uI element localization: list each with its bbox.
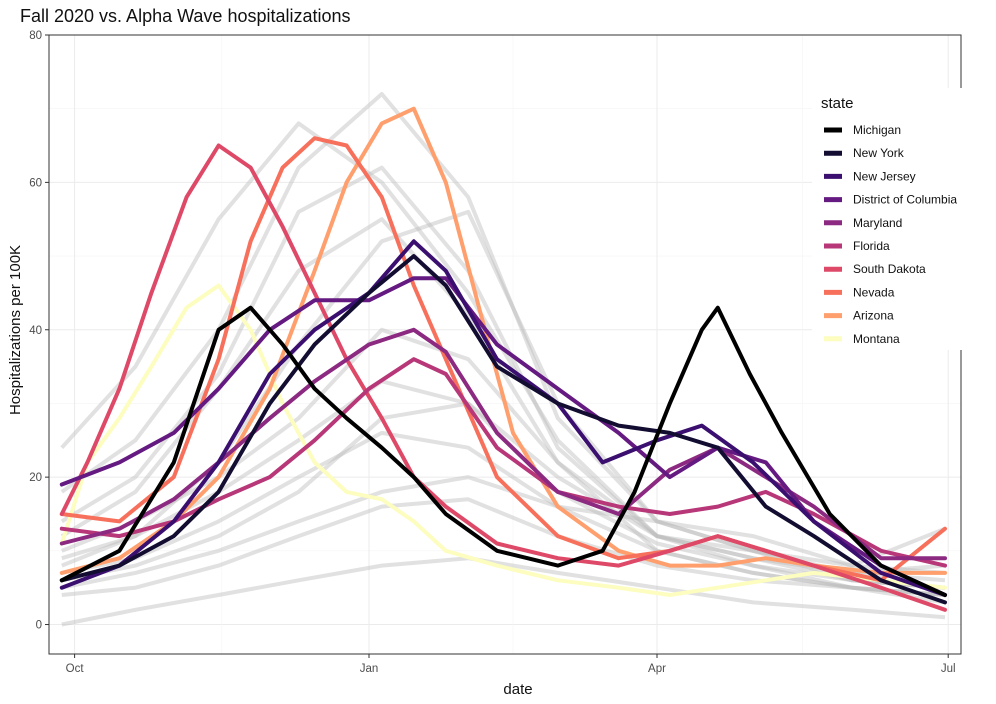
legend-label: South Dakota <box>853 262 926 276</box>
series-line-michigan <box>59 305 947 597</box>
background-state-line <box>61 430 946 575</box>
series-line-montana <box>59 283 947 597</box>
legend-label: New York <box>853 146 905 160</box>
x-axis-title: date <box>503 681 532 698</box>
series-line-new-jersey <box>59 239 947 597</box>
legend-label: Nevada <box>853 285 895 299</box>
y-tick-label: 80 <box>29 30 42 42</box>
series-line-new-york <box>59 254 947 605</box>
x-axis: Oct Jan Apr Jul <box>66 654 956 675</box>
x-tick-label: Apr <box>648 663 666 675</box>
x-tick-label: Jul <box>941 663 956 675</box>
legend-label: Florida <box>853 239 890 253</box>
y-axis-title: Hospitalizations per 100K <box>7 245 24 415</box>
background-state-line <box>61 327 946 590</box>
legend-label: Michigan <box>853 123 901 137</box>
legend-label: Montana <box>853 332 900 346</box>
y-tick-label: 0 <box>36 620 42 632</box>
legend-label: Arizona <box>853 309 894 323</box>
series-line-south-dakota <box>59 143 947 612</box>
legend-title: state <box>821 95 854 112</box>
x-tick-label: Jan <box>360 663 379 675</box>
background-state-line <box>60 121 946 597</box>
y-tick-label: 60 <box>29 177 42 189</box>
legend-label: Maryland <box>853 216 902 230</box>
background-state-line <box>61 497 946 597</box>
legend-label: New Jersey <box>853 169 916 183</box>
series-line-arizona <box>59 106 947 575</box>
legend-label: District of Columbia <box>853 193 957 207</box>
highlighted-series-group <box>59 106 947 612</box>
chart-title: Fall 2020 vs. Alpha Wave hospitalization… <box>20 6 351 26</box>
legend: state Michigan New York New Jersey District… <box>812 88 972 350</box>
series-line-florida <box>59 357 947 568</box>
x-tick-label: Oct <box>66 663 85 675</box>
y-tick-label: 40 <box>29 325 42 337</box>
y-tick-label: 20 <box>29 472 42 484</box>
y-axis: 0 20 40 60 80 <box>29 30 49 632</box>
